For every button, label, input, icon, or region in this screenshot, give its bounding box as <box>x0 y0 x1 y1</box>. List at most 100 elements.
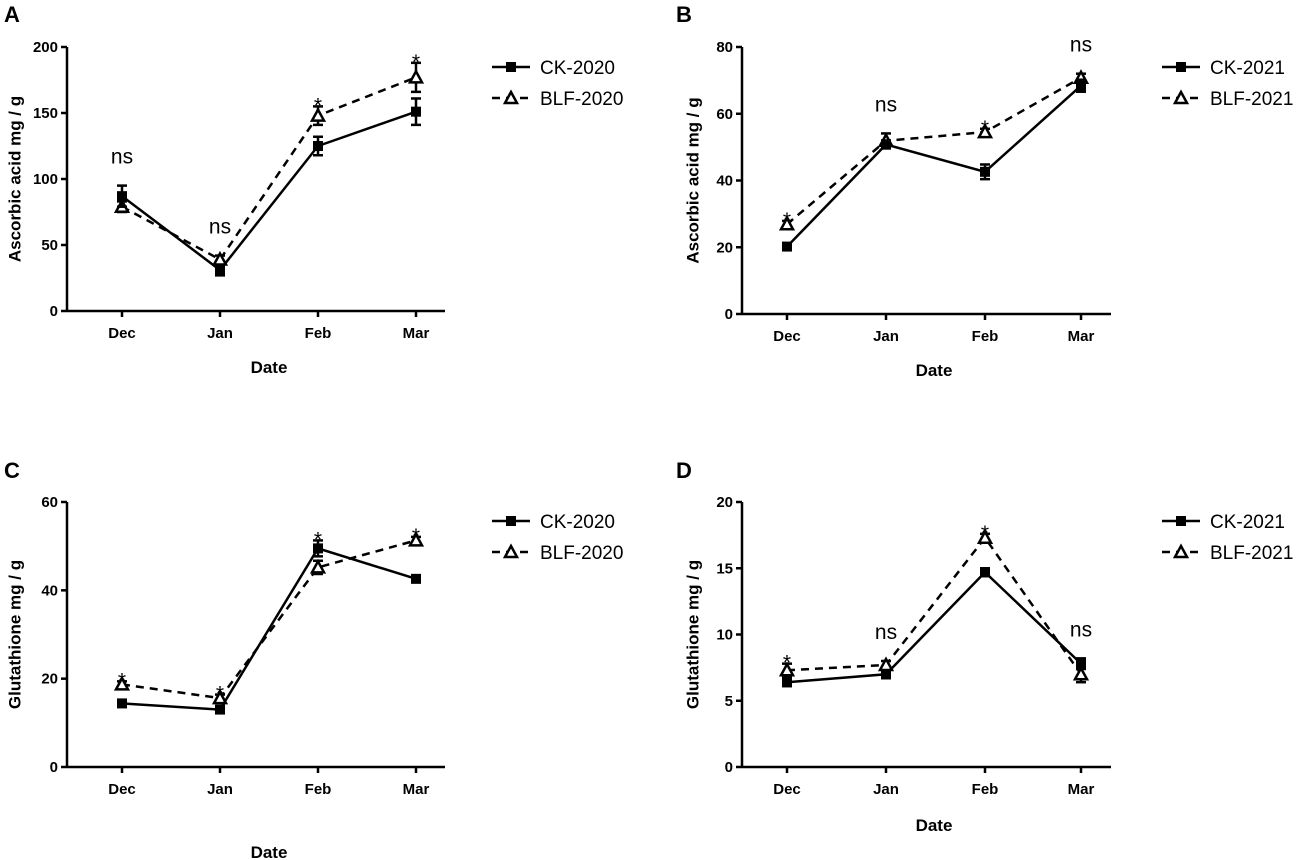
x-tick-label: Dec <box>773 328 801 345</box>
x-tick-label: Mar <box>1068 328 1095 345</box>
significance-label: * <box>783 209 791 232</box>
panel-letter: A <box>4 2 20 27</box>
legend-label: CK-2020 <box>540 58 615 79</box>
series-line-ck-2020 <box>121 110 417 272</box>
y-tick-label: 60 <box>716 106 733 123</box>
data-point-blf-2020 <box>407 68 425 84</box>
x-axis-title: Date <box>251 358 288 377</box>
significance-label: ns <box>1070 618 1092 641</box>
x-tick-label: Jan <box>873 328 899 345</box>
legend-label: BLF-2020 <box>540 89 623 110</box>
data-point-ck-2021 <box>782 677 792 688</box>
data-point-ck-2020 <box>411 573 421 584</box>
y-axis-title: Ascorbic acid mg / g <box>5 96 24 262</box>
significance-label: * <box>412 525 420 548</box>
panel-c: C 0 20 40 60 Dec Jan Feb Mar Glutathione mg / g Da… <box>4 458 623 860</box>
y-tick-label: 100 <box>33 171 58 188</box>
x-tick-label: Feb <box>972 781 999 798</box>
legend-label: BLF-2021 <box>1210 89 1293 110</box>
y-tick-label: 150 <box>33 105 58 122</box>
data-point-blf-2020 <box>309 107 327 122</box>
series-line-ck-2021 <box>786 570 1082 684</box>
legend-marker <box>502 89 520 105</box>
data-point-ck-2020 <box>117 698 127 709</box>
x-tick-label: Feb <box>972 328 999 345</box>
y-tick-label: 200 <box>33 39 58 56</box>
legend-label: BLF-2021 <box>1210 543 1293 564</box>
panel-b: B 0 20 40 60 80 Dec Jan Feb Mar Ascorbic acid mg /… <box>676 2 1293 380</box>
x-tick-label: Jan <box>873 781 899 798</box>
y-tick-label: 15 <box>716 560 733 577</box>
x-axis-title: Date <box>916 361 953 380</box>
y-tick-label: 20 <box>716 494 733 511</box>
x-tick-label: Feb <box>305 325 332 342</box>
data-point-blf-2020 <box>211 689 229 705</box>
legend-label: BLF-2020 <box>540 543 623 564</box>
y-tick-label: 60 <box>41 494 58 511</box>
legend-marker <box>1176 62 1186 72</box>
y-tick-label: 10 <box>716 627 733 644</box>
y-tick-label: 0 <box>50 759 58 776</box>
y-tick-label: 5 <box>725 693 733 710</box>
significance-label: ns <box>1070 34 1092 57</box>
data-point-blf-2020 <box>309 558 327 574</box>
y-tick-label: 80 <box>716 39 733 56</box>
significance-label: ns <box>111 146 133 169</box>
legend-label: CK-2021 <box>1210 58 1285 79</box>
series-line-blf-2020 <box>121 76 417 262</box>
legend-marker <box>502 543 520 559</box>
data-point-blf-2021 <box>778 661 796 677</box>
data-point-ck-2021 <box>980 567 990 578</box>
x-tick-label: Jan <box>207 781 233 798</box>
significance-label: ns <box>875 621 897 644</box>
legend-marker <box>1172 89 1190 105</box>
data-point-ck-2021 <box>881 139 891 150</box>
legend-label: CK-2021 <box>1210 512 1285 533</box>
data-point-ck-2021 <box>782 241 792 252</box>
significance-label: * <box>412 51 420 74</box>
data-point-blf-2021 <box>778 215 796 231</box>
data-point-ck-2020 <box>215 704 225 715</box>
significance-label: * <box>314 528 322 551</box>
legend-marker <box>1176 516 1186 526</box>
data-point-ck-2021 <box>1076 80 1086 91</box>
significance-label: * <box>981 117 989 140</box>
y-axis-title: Glutathione mg / g <box>683 560 702 709</box>
significance-label: * <box>783 652 791 675</box>
x-tick-label: Dec <box>108 325 136 342</box>
x-axis-title: Date <box>916 816 953 835</box>
series-line-ck-2021 <box>786 84 1082 248</box>
data-point-ck-2020 <box>411 106 421 117</box>
panel-a: A 0 50 100 150 200 Dec Jan Feb Mar Ascorbic acid m… <box>4 2 623 377</box>
data-point-blf-2020 <box>113 675 131 691</box>
data-point-ck-2020 <box>313 141 323 151</box>
series-line-blf-2021 <box>786 535 1083 675</box>
x-tick-label: Feb <box>305 781 332 798</box>
data-point-ck-2020 <box>313 543 323 554</box>
x-tick-label: Dec <box>108 781 136 798</box>
legend-marker <box>1172 543 1190 559</box>
significance-label: * <box>981 522 989 545</box>
y-tick-label: 40 <box>716 173 733 190</box>
panel-letter: B <box>676 2 692 27</box>
y-tick-label: 50 <box>41 237 58 254</box>
series-line-blf-2021 <box>786 76 1082 226</box>
significance-label: * <box>314 94 322 117</box>
legend-marker <box>506 516 516 526</box>
y-axis-title: Ascorbic acid mg / g <box>683 97 702 263</box>
y-tick-label: 40 <box>41 582 58 599</box>
panel-letter: C <box>4 458 20 483</box>
data-point-ck-2020 <box>117 191 127 202</box>
y-axis-title: Glutathione mg / g <box>5 560 24 709</box>
significance-label: ns <box>209 216 231 239</box>
x-tick-label: Mar <box>1068 781 1095 798</box>
data-point-blf-2021 <box>976 123 994 139</box>
data-point-blf-2021 <box>1072 665 1090 681</box>
series-line-blf-2020 <box>121 539 417 700</box>
legend-marker <box>506 62 516 72</box>
significance-label: ns <box>875 93 897 116</box>
data-point-ck-2020 <box>215 265 225 276</box>
y-tick-label: 20 <box>716 239 733 256</box>
panel-letter: D <box>676 458 692 483</box>
